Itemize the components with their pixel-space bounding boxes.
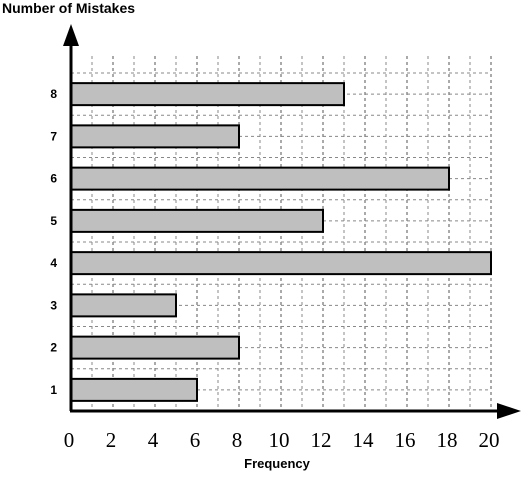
x-axis-arrow [497,403,521,419]
x-tick-label: 20 [479,428,500,452]
x-tick-labels: 0 2 4 6 8 10 12 14 16 18 20 [64,428,500,452]
y-tick-label: 3 [50,298,57,312]
x-tick-label: 0 [64,428,75,452]
x-tick-label: 6 [190,428,201,452]
y-tick-label: 7 [50,129,57,143]
y-tick-label: 8 [50,87,57,101]
bar-4 [70,251,492,276]
x-tick-label: 16 [395,428,416,452]
x-tick-label: 18 [437,428,458,452]
bar-1 [70,377,198,402]
x-axis-title: Frequency [244,456,311,471]
y-tick-labels: 1 2 3 4 5 6 7 8 [50,87,57,397]
x-tick-label: 8 [232,428,243,452]
bars [70,82,492,402]
y-axis-arrow [63,24,79,46]
y-tick-label: 1 [50,383,57,397]
x-tick-label: 2 [106,428,117,452]
bar-5 [70,208,324,233]
x-tick-label: 12 [311,428,332,452]
bar-8 [70,82,345,107]
x-tick-label: 10 [269,428,290,452]
bar-3 [70,293,177,318]
y-tick-label: 6 [50,172,57,186]
bar-6 [70,166,450,191]
y-tick-label: 2 [50,341,57,355]
x-tick-label: 4 [148,428,159,452]
x-tick-label: 14 [353,428,375,452]
axes [63,24,521,419]
y-tick-label: 5 [50,214,57,228]
bar-2 [70,335,240,360]
y-tick-label: 4 [50,256,57,270]
y-axis-title: Number of Mistakes [2,0,135,16]
bar-7 [70,124,240,149]
